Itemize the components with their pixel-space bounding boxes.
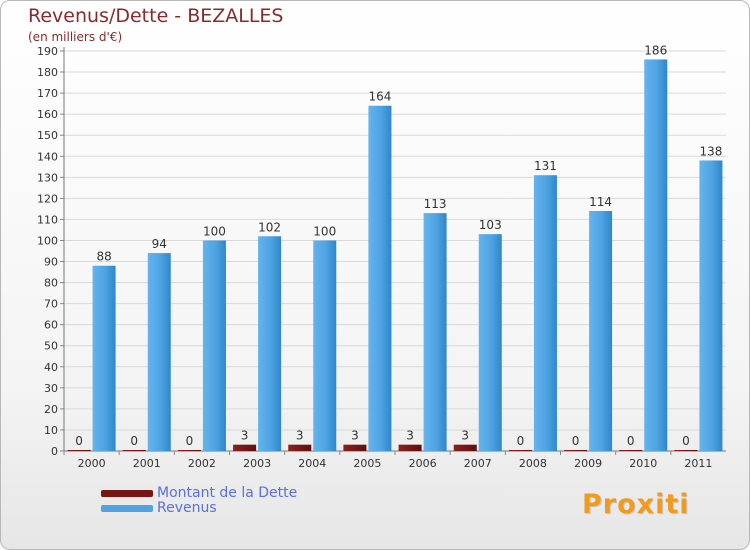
revenue-bar [478,234,502,451]
debt-value-label: 3 [241,429,249,443]
revenue-bar [368,105,392,451]
revenue-bar [147,253,171,451]
revenue-value-label: 94 [152,237,167,251]
y-tick-label: 150 [37,129,58,142]
revenue-bar [313,240,337,451]
y-tick-label: 160 [37,108,58,121]
chart-subtitle: (en milliers d'€) [28,30,123,44]
y-tick-label: 40 [44,361,58,374]
revenue-bar [423,213,447,451]
debt-bar [398,444,422,451]
debt-bar [674,450,698,451]
y-tick-label: 0 [51,445,58,458]
logo-text: Proxiti [582,489,690,520]
revenue-bar [92,265,116,451]
revenue-value-label: 138 [699,144,722,158]
revenue-bar [644,59,668,451]
x-tick-label: 2001 [133,457,161,470]
legend-swatch-revenue [101,505,153,512]
debt-bar [288,444,312,451]
debt-value-label: 0 [186,434,194,448]
x-tick-label: 2000 [78,457,106,470]
debt-bar [508,450,532,451]
legend-label-debt: Montant de la Dette [157,485,298,501]
y-tick-label: 70 [44,298,58,311]
y-tick-label: 90 [44,256,58,269]
debt-bar [343,444,367,451]
debt-value-label: 0 [75,434,83,448]
x-tick-label: 2006 [409,457,437,470]
x-tick-label: 2008 [519,457,547,470]
debt-bar [453,444,477,451]
debt-bar [67,450,91,451]
revenue-value-label: 88 [96,250,111,264]
revenue-value-label: 164 [368,90,391,104]
x-tick-label: 2011 [684,457,712,470]
debt-value-label: 3 [296,429,304,443]
x-tick-label: 2010 [629,457,657,470]
legend-label-revenue: Revenus [157,500,217,516]
revenue-bar [699,160,723,451]
x-tick-label: 2009 [574,457,602,470]
x-tick-label: 2004 [298,457,326,470]
revenue-bar [533,175,557,452]
y-tick-label: 170 [37,87,58,100]
y-tick-label: 20 [44,403,58,416]
revenue-value-label: 102 [258,220,281,234]
debt-value-label: 0 [517,434,525,448]
legend-swatch-debt [101,490,153,497]
y-tick-label: 50 [44,340,58,353]
x-tick-label: 2003 [243,457,271,470]
debt-value-label: 0 [130,434,138,448]
y-tick-label: 10 [44,424,58,437]
x-tick-label: 2005 [353,457,381,470]
y-tick-label: 30 [44,382,58,395]
y-tick-label: 130 [37,171,58,184]
x-tick-label: 2002 [188,457,216,470]
revenue-bar [589,211,613,451]
debt-value-label: 0 [627,434,635,448]
y-tick-label: 120 [37,192,58,205]
revenue-value-label: 114 [589,195,612,209]
y-tick-label: 100 [37,234,58,247]
debt-bar [619,450,643,451]
proxiti-logo: Proxiti [582,489,690,520]
y-tick-label: 190 [37,45,58,58]
revenue-value-label: 103 [479,218,502,232]
y-tick-label: 80 [44,277,58,290]
debt-bar [233,444,257,451]
revenue-value-label: 113 [424,197,447,211]
debt-value-label: 3 [461,429,469,443]
debt-bar [177,450,201,451]
debt-value-label: 3 [406,429,414,443]
debt-value-label: 3 [351,429,359,443]
debt-value-label: 0 [682,434,690,448]
revenue-value-label: 100 [313,224,336,238]
revenue-bar [202,240,226,451]
revenue-bar [258,236,282,451]
y-tick-label: 180 [37,66,58,79]
chart-title: Revenus/Dette - BEZALLES [28,5,284,27]
revenue-value-label: 100 [203,224,226,238]
debt-value-label: 0 [572,434,580,448]
x-tick-label: 2007 [464,457,492,470]
revenue-value-label: 186 [644,43,667,57]
y-tick-label: 60 [44,319,58,332]
y-tick-label: 110 [37,213,58,226]
debt-bar [564,450,588,451]
debt-bar [122,450,146,451]
y-tick-label: 140 [37,150,58,163]
revenue-value-label: 131 [534,159,557,173]
